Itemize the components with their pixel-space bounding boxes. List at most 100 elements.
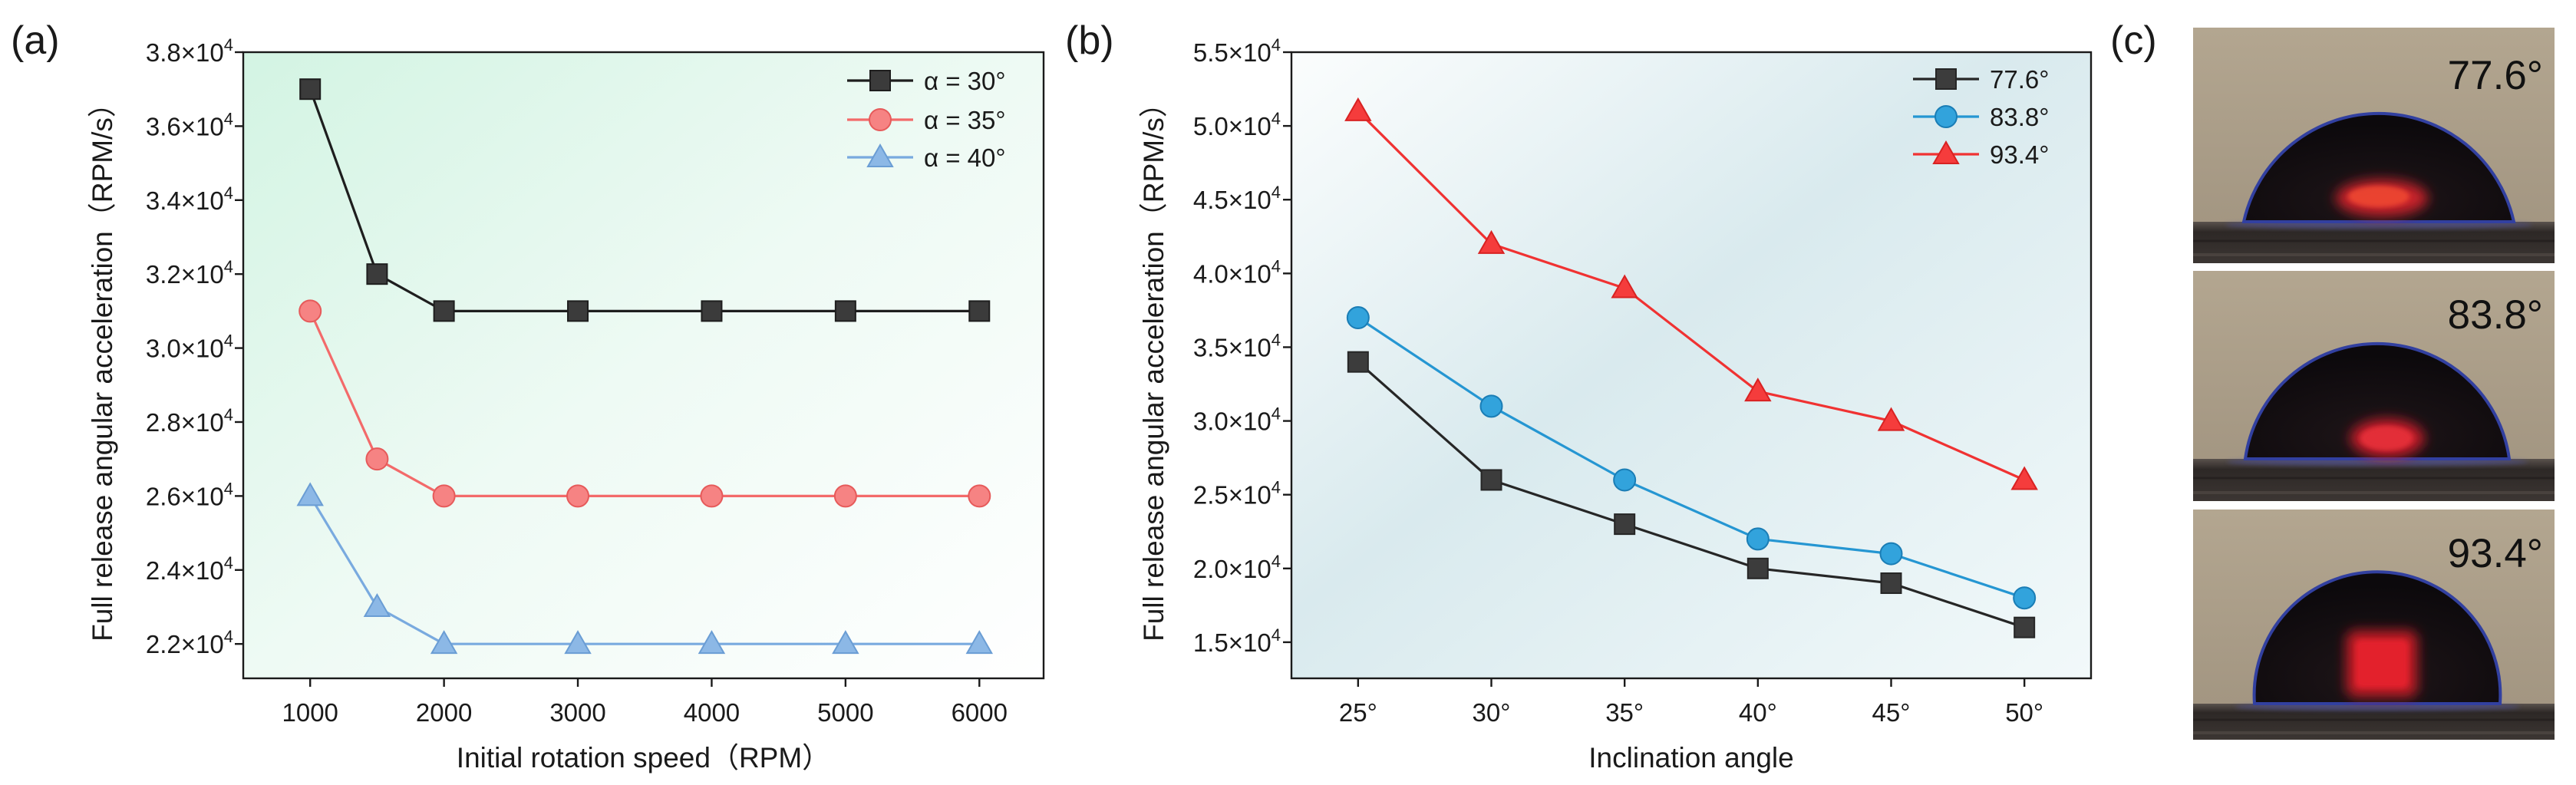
y-tick-label: 3.2×104 bbox=[146, 257, 233, 289]
data-point bbox=[701, 300, 723, 322]
data-point bbox=[296, 482, 324, 506]
legend-label: 93.4° bbox=[1990, 140, 2049, 169]
y-tick-label: 2.5×104 bbox=[1193, 478, 1281, 510]
series-line bbox=[1357, 361, 2025, 629]
legend: α = 30° α = 35° α = 40° bbox=[847, 67, 1006, 172]
data-point bbox=[365, 447, 389, 471]
y-tick-mantissa: 3.8 bbox=[146, 38, 181, 67]
data-point bbox=[2013, 586, 2037, 610]
y-tick-exponent: 4 bbox=[224, 35, 233, 54]
data-point bbox=[432, 484, 456, 508]
data-point bbox=[968, 484, 991, 508]
y-tick-label: 2.2×104 bbox=[146, 627, 233, 658]
y-tick-multiplier: ×10 bbox=[1229, 38, 1272, 67]
legend-marker bbox=[1934, 105, 1958, 128]
droplet-glow-core bbox=[2356, 640, 2408, 688]
x-axis-title: Inclination angle bbox=[1588, 742, 1793, 773]
panel-label-a: (a) bbox=[11, 18, 60, 63]
y-tick-mantissa: 5.0 bbox=[1193, 112, 1229, 140]
legend-label: α = 30° bbox=[924, 67, 1006, 95]
y-tick-mantissa: 4.0 bbox=[1193, 259, 1229, 288]
x-tick-label: 1000 bbox=[282, 698, 338, 727]
y-tick-exponent: 4 bbox=[224, 627, 233, 646]
droplet-photo: 93.4° bbox=[2193, 510, 2555, 740]
data-point bbox=[1746, 527, 1770, 551]
panel-label-b: (b) bbox=[1065, 18, 1114, 63]
chart-rotation-speed: 1000 2000 3000 4000 5000 60002.2×1042.4×1042.… bbox=[87, 35, 1045, 773]
x-tick-label: 6000 bbox=[952, 698, 1008, 727]
y-tick-mantissa: 3.6 bbox=[146, 112, 181, 140]
data-point bbox=[363, 592, 391, 617]
legend-item: α = 40° bbox=[847, 143, 1006, 172]
series-line bbox=[1357, 316, 2025, 599]
x-tick-label: 2000 bbox=[416, 698, 472, 727]
y-tick-label: 5.0×104 bbox=[1193, 109, 1281, 140]
legend-item: 93.4° bbox=[1913, 140, 2049, 169]
y-tick-label: 3.8×104 bbox=[146, 35, 233, 67]
x-tick-label: 3000 bbox=[549, 698, 605, 727]
y-tick-multiplier: ×10 bbox=[1229, 186, 1272, 214]
data-point bbox=[968, 300, 991, 322]
y-axis-title: Full release angular acceleration（RPM/s） bbox=[87, 89, 118, 642]
y-tick-label: 3.0×104 bbox=[146, 331, 233, 363]
y-tick-exponent: 4 bbox=[224, 553, 233, 572]
y-tick-multiplier: ×10 bbox=[181, 482, 224, 510]
data-point bbox=[1346, 306, 1370, 330]
series-line bbox=[1357, 110, 2025, 481]
x-tick-label: 5000 bbox=[817, 698, 873, 727]
droplet bbox=[2241, 111, 2516, 223]
y-tick-multiplier: ×10 bbox=[1229, 112, 1272, 140]
data-point bbox=[700, 484, 724, 508]
data-point bbox=[832, 630, 859, 655]
x-tick-label: 25° bbox=[1339, 698, 1377, 727]
y-tick-multiplier: ×10 bbox=[1229, 259, 1272, 288]
legend-label: α = 40° bbox=[924, 143, 1006, 172]
y-tick-label: 3.5×104 bbox=[1193, 331, 1281, 362]
data-point bbox=[298, 299, 322, 323]
y-tick-exponent: 4 bbox=[224, 479, 233, 498]
data-point bbox=[2010, 466, 2038, 490]
y-tick-label: 2.0×104 bbox=[1193, 552, 1281, 583]
y-tick-mantissa: 2.8 bbox=[146, 408, 181, 437]
data-point bbox=[965, 630, 994, 655]
x-tick-label: 40° bbox=[1739, 698, 1777, 727]
y-tick-exponent: 4 bbox=[224, 405, 233, 424]
legend-label: 83.8° bbox=[1990, 103, 2049, 131]
data-point bbox=[366, 263, 388, 285]
x-tick-label: 50° bbox=[2005, 698, 2043, 727]
y-axis-title: Full release angular acceleration（RPM/s） bbox=[1138, 89, 1169, 642]
photo-angle-label: 83.8° bbox=[2448, 292, 2543, 338]
legend-item: 83.8° bbox=[1913, 103, 2049, 131]
data-point bbox=[1477, 229, 1506, 254]
y-tick-label: 3.0×104 bbox=[1193, 404, 1281, 436]
data-point bbox=[299, 78, 322, 101]
data-point bbox=[1744, 378, 1772, 402]
data-point bbox=[1880, 572, 1902, 595]
legend-marker bbox=[1935, 68, 1957, 90]
y-tick-mantissa: 4.5 bbox=[1193, 186, 1229, 214]
data-point bbox=[566, 484, 590, 508]
data-point bbox=[833, 484, 857, 508]
y-tick-mantissa: 2.5 bbox=[1193, 481, 1229, 510]
data-point bbox=[1344, 97, 1372, 121]
y-tick-label: 2.6×104 bbox=[146, 479, 233, 510]
data-point bbox=[1347, 351, 1369, 373]
y-tick-exponent: 4 bbox=[1272, 35, 1281, 54]
y-tick-label: 5.5×104 bbox=[1193, 35, 1281, 67]
plot-frame bbox=[242, 51, 1045, 680]
y-tick-mantissa: 2.4 bbox=[146, 556, 181, 585]
y-tick-multiplier: ×10 bbox=[181, 335, 224, 363]
x-tick-label: 45° bbox=[1872, 698, 1911, 727]
data-point bbox=[564, 630, 592, 655]
data-point bbox=[698, 630, 726, 655]
legend-marker bbox=[866, 143, 894, 167]
droplet-photo: 83.8° bbox=[2193, 271, 2555, 501]
legend-item: 77.6° bbox=[1913, 65, 2049, 94]
x-tick-label: 30° bbox=[1473, 698, 1511, 727]
data-point bbox=[834, 300, 856, 322]
y-tick-multiplier: ×10 bbox=[1229, 334, 1272, 362]
y-tick-exponent: 4 bbox=[1272, 256, 1281, 275]
y-tick-exponent: 4 bbox=[1272, 478, 1281, 497]
photo-angle-label: 93.4° bbox=[2448, 531, 2543, 576]
